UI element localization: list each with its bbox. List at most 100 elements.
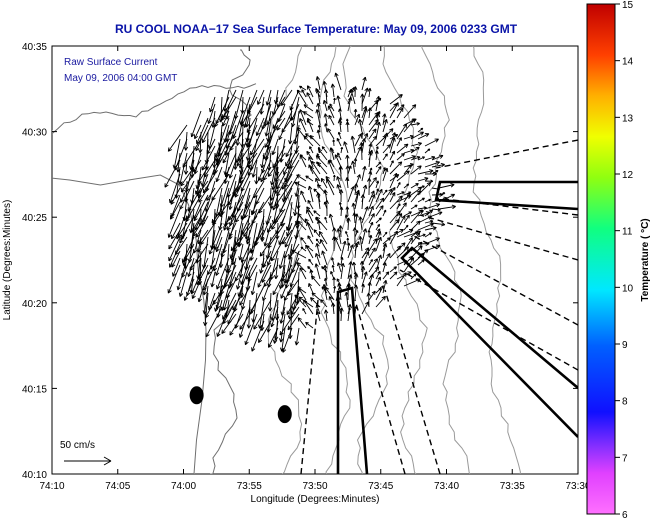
current-vector xyxy=(285,215,293,231)
current-vector xyxy=(353,243,359,259)
current-vector xyxy=(424,160,441,168)
current-vector xyxy=(323,113,328,126)
current-vector xyxy=(164,159,181,188)
current-vector xyxy=(403,183,410,189)
current-vector xyxy=(431,162,445,168)
current-vector xyxy=(336,176,342,189)
colorbar-tick-label: 14 xyxy=(622,57,634,68)
current-vector xyxy=(329,147,335,161)
current-vector xyxy=(424,148,431,154)
current-vector xyxy=(324,286,335,301)
current-vector xyxy=(236,145,251,167)
x-tick-label: 74:00 xyxy=(171,481,196,492)
current-vector xyxy=(279,306,286,324)
current-vector xyxy=(424,209,434,217)
coverage-boundary xyxy=(435,139,578,169)
current-vector xyxy=(375,161,382,168)
current-vector xyxy=(201,117,216,144)
current-vector xyxy=(368,221,374,231)
current-vector xyxy=(223,166,230,184)
current-vector xyxy=(340,240,347,259)
current-vector xyxy=(250,271,258,296)
current-vector xyxy=(344,214,349,224)
colorbar-tick-label: 15 xyxy=(622,0,634,11)
current-vector xyxy=(187,257,195,278)
current-vector xyxy=(368,238,378,252)
annotation-line-2: May 09, 2006 04:00 GMT xyxy=(64,73,177,84)
current-vector xyxy=(396,242,406,252)
bathymetry-line xyxy=(318,46,351,474)
bay-shore xyxy=(52,83,257,135)
current-vector xyxy=(279,313,286,343)
current-vector xyxy=(361,76,367,91)
current-vector xyxy=(424,155,436,161)
current-vector xyxy=(389,160,394,168)
current-vector xyxy=(361,165,367,182)
current-vector xyxy=(169,201,181,220)
current-vector xyxy=(171,250,181,268)
current-vector xyxy=(191,278,202,299)
current-vector xyxy=(253,299,272,330)
current-vector xyxy=(389,229,404,238)
current-vector xyxy=(311,160,321,175)
current-vector xyxy=(349,88,356,105)
current-vector xyxy=(368,190,375,203)
nearshore-contour xyxy=(210,305,238,474)
current-vector xyxy=(347,96,353,112)
current-vector xyxy=(328,213,335,231)
current-vector xyxy=(347,304,353,322)
current-vector xyxy=(285,131,300,158)
current-vector xyxy=(326,178,335,196)
current-vector xyxy=(438,192,446,196)
x-tick-label: 73:30 xyxy=(565,481,590,492)
current-vector xyxy=(358,236,363,252)
current-vector xyxy=(382,113,387,126)
current-vector xyxy=(424,226,437,231)
current-vector xyxy=(368,205,374,217)
current-vector xyxy=(235,208,244,223)
current-vector xyxy=(170,187,181,205)
current-vector xyxy=(270,236,286,262)
current-vector xyxy=(368,213,375,224)
current-vector xyxy=(352,261,357,273)
current-vector xyxy=(337,131,342,140)
current-vector xyxy=(360,93,365,112)
current-vector xyxy=(318,231,328,245)
current-vector xyxy=(403,224,409,231)
current-vector xyxy=(281,117,293,133)
current-vector xyxy=(308,156,314,168)
current-vector xyxy=(424,138,439,147)
current-vector xyxy=(367,281,372,294)
current-vector xyxy=(322,284,328,301)
current-vector xyxy=(367,87,372,98)
current-vector xyxy=(375,166,382,175)
current-vector xyxy=(396,229,414,238)
current-vector xyxy=(346,217,351,231)
current-vector xyxy=(353,108,358,119)
current-vector xyxy=(350,160,356,175)
current-vector xyxy=(343,141,349,154)
current-vector xyxy=(315,242,321,259)
current-vector xyxy=(299,109,307,126)
coastline xyxy=(52,174,207,474)
x-axis: 74:10 74:05 74:00 73:55 73:50 73:45 73:40 73:35… xyxy=(39,46,591,492)
scale-arrow xyxy=(64,456,112,466)
current-vector xyxy=(323,189,328,203)
current-vector xyxy=(424,232,432,238)
current-vector xyxy=(389,218,400,231)
current-vector xyxy=(327,159,335,175)
y-tick-label: 40:35 xyxy=(22,42,47,53)
current-vector xyxy=(270,306,279,328)
current-vector xyxy=(307,185,314,203)
current-vector xyxy=(180,166,195,187)
current-vector xyxy=(190,110,202,138)
current-vector xyxy=(367,177,372,196)
current-vector xyxy=(259,229,279,257)
current-vector xyxy=(179,187,188,203)
current-vector xyxy=(313,229,321,238)
current-vector xyxy=(305,133,314,140)
current-vector xyxy=(314,252,321,266)
current-vector xyxy=(215,145,223,163)
current-vector xyxy=(192,159,202,173)
current-vector xyxy=(396,152,405,161)
